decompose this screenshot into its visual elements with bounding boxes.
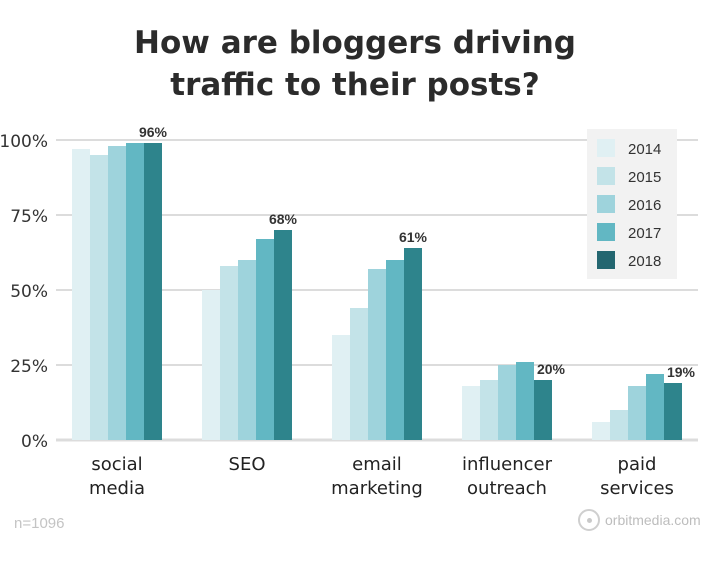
bar-2017 <box>126 143 144 440</box>
bar-2015 <box>480 380 498 440</box>
legend-label: 2018 <box>628 253 661 270</box>
bar-2016 <box>368 269 386 440</box>
bar-2018 <box>274 230 292 440</box>
bar-2014 <box>462 386 480 440</box>
bar-2014 <box>332 335 350 440</box>
bar-2014 <box>72 149 90 440</box>
legend-swatch-2014 <box>597 139 615 157</box>
bar-2017 <box>646 374 664 440</box>
y-tick-label: 100% <box>0 132 48 152</box>
data-label: 96% <box>139 124 168 140</box>
legend-swatch-2015 <box>597 167 615 185</box>
x-category-label: paid <box>618 454 657 475</box>
chart-title-line-1: How are bloggers driving <box>134 25 576 61</box>
x-category-label: media <box>89 478 145 499</box>
y-tick-label: 75% <box>10 207 48 227</box>
legend-label: 2016 <box>628 197 661 214</box>
bar-2016 <box>498 365 516 440</box>
bar-2015 <box>610 410 628 440</box>
y-tick-label: 0% <box>21 432 48 452</box>
x-category-label: email <box>352 454 402 475</box>
data-label: 20% <box>537 361 566 377</box>
bar-2017 <box>386 260 404 440</box>
bar-2014 <box>202 290 220 440</box>
legend-swatch-2016 <box>597 195 615 213</box>
x-category-label: social <box>91 454 142 475</box>
y-tick-label: 50% <box>10 282 48 302</box>
bar-2017 <box>256 239 274 440</box>
bar-2016 <box>238 260 256 440</box>
brand-logo: orbitmedia.com <box>578 509 701 531</box>
legend-swatch-2018 <box>597 251 615 269</box>
bar-2015 <box>220 266 238 440</box>
sample-size-note: n=1096 <box>14 515 65 532</box>
legend-label: 2015 <box>628 169 661 186</box>
bar-2018 <box>664 383 682 440</box>
x-category-label: marketing <box>331 478 423 499</box>
bar-2014 <box>592 422 610 440</box>
data-label: 61% <box>399 229 428 245</box>
chart-title: How are bloggers driving traffic to thei… <box>0 22 710 106</box>
x-category-label: services <box>600 478 674 499</box>
brand-url: orbitmedia.com <box>605 512 701 528</box>
data-label: 68% <box>269 211 298 227</box>
bar-2016 <box>628 386 646 440</box>
legend-label: 2014 <box>628 141 661 158</box>
x-category-label: SEO <box>229 454 266 475</box>
chart-title-line-2: traffic to their posts? <box>170 67 540 103</box>
bar-2015 <box>90 155 108 440</box>
legend-swatch-2017 <box>597 223 615 241</box>
y-tick-label: 25% <box>10 357 48 377</box>
bar-2018 <box>534 380 552 440</box>
bar-2016 <box>108 146 126 440</box>
orbit-logo-icon <box>578 509 600 531</box>
legend-label: 2017 <box>628 225 661 242</box>
data-label: 19% <box>667 364 696 380</box>
bar-2018 <box>144 143 162 440</box>
x-category-label: influencer <box>462 454 553 475</box>
x-category-label: outreach <box>467 478 547 499</box>
bar-2015 <box>350 308 368 440</box>
bar-2017 <box>516 362 534 440</box>
bar-2018 <box>404 248 422 440</box>
